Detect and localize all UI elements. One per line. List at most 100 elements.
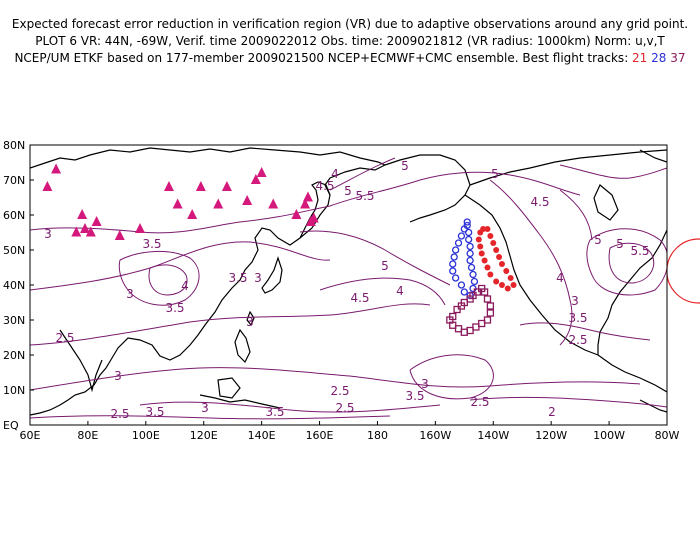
track-28-label: 28 — [651, 51, 667, 65]
track-28-point — [451, 246, 460, 254]
lon-tick-label: 80W — [655, 429, 680, 442]
contour-label: 4.5 — [315, 179, 334, 193]
track-28-point — [463, 218, 471, 226]
contour-label: 5 — [401, 159, 409, 173]
track-28-point — [465, 235, 473, 244]
contour-line — [489, 179, 573, 346]
observing-site-triangle — [291, 209, 302, 219]
lon-tick-label: 160W — [419, 429, 451, 442]
track-21-point — [487, 271, 494, 278]
observing-site-triangle — [242, 195, 253, 205]
track-37-point — [480, 288, 489, 296]
contour-line — [469, 396, 667, 408]
lon-tick-label: 120W — [535, 429, 567, 442]
contours — [30, 157, 667, 420]
observing-site-triangle — [71, 226, 82, 237]
track-28-point — [449, 260, 457, 268]
observing-site-triangle — [213, 198, 224, 209]
contour-label: 3 — [571, 294, 579, 308]
observing-sites — [42, 163, 319, 240]
lat-tick-label: 50N — [3, 244, 25, 257]
track-37-point — [486, 309, 495, 317]
lat-tick-label: 20N — [3, 349, 25, 362]
contour-line — [559, 164, 667, 179]
contour-label: 3.5 — [142, 237, 161, 251]
track-37-point — [460, 328, 468, 336]
contour-label: 4 — [396, 284, 404, 298]
track-21-point — [503, 268, 510, 274]
contour-label: 5 — [491, 167, 499, 181]
track-28-point — [454, 239, 463, 247]
observing-site-triangle — [114, 230, 125, 240]
lon-tick-label: 80E — [77, 429, 98, 442]
track-28-point — [466, 249, 474, 258]
lat-tick-label: 80N — [3, 139, 25, 152]
track-21-point — [475, 236, 482, 243]
contour-label: 3 — [421, 377, 429, 391]
title-line-2: PLOT 6 VR: 44N, -69W, Verif. time 200902… — [35, 34, 665, 48]
axis-ticks — [29, 144, 668, 426]
contour-line — [329, 171, 581, 207]
contour-label: 5.5 — [630, 244, 649, 258]
contour-line — [30, 367, 641, 391]
contour-label: 4 — [556, 271, 564, 285]
lon-tick-label: 160E — [306, 429, 334, 442]
observing-site-triangle — [187, 209, 198, 219]
track-21-point — [498, 282, 505, 288]
track-21-point — [477, 229, 484, 236]
contour-label: 4.5 — [530, 195, 549, 209]
verification-region — [666, 238, 700, 304]
track-21-point — [510, 282, 517, 288]
observing-site-triangle — [300, 198, 311, 209]
contour-label: 2.5 — [470, 395, 489, 409]
observing-site-triangle — [85, 226, 96, 237]
track-37-point — [478, 319, 486, 328]
track-21-point — [484, 264, 491, 271]
track-28-point — [470, 277, 479, 286]
alaska-coast — [384, 154, 471, 223]
title-line-3-text: NCEP/UM ETKF based on 177-member 2009021… — [14, 51, 633, 65]
contour-label: 3.5 — [265, 405, 284, 419]
contour-label: 2.5 — [330, 384, 349, 398]
contour-line — [30, 205, 331, 234]
observing-site-triangle — [42, 181, 53, 191]
track-21-point — [504, 285, 511, 292]
track-21-point — [498, 261, 505, 267]
contour-label: 5 — [344, 184, 352, 198]
observing-site-triangle — [221, 181, 232, 191]
lat-tick-label: 10N — [3, 384, 25, 397]
contour-label: 2.5 — [335, 401, 354, 415]
eurasia-north-coast — [30, 147, 386, 169]
track-28-point — [449, 267, 457, 275]
india-coast — [59, 329, 103, 393]
contour-label: 3 — [254, 271, 262, 285]
track-37-point — [486, 302, 495, 310]
contour-label: 2.5 — [55, 331, 74, 345]
observing-site-triangle — [256, 167, 267, 177]
contour-label: 4 — [181, 279, 189, 293]
lat-tick-label: EQ — [3, 419, 19, 432]
asia-pacific-coast — [30, 164, 386, 416]
contour-line — [30, 415, 391, 420]
track-21-point — [493, 278, 500, 285]
track-37-label: 37 — [670, 51, 686, 65]
track-21-point — [478, 250, 485, 257]
lat-tick-label: 40N — [3, 279, 25, 292]
south-america-coast — [639, 399, 667, 413]
contour-label: 2.5 — [568, 333, 587, 347]
contour-label: 5.5 — [355, 189, 374, 203]
contour-line — [586, 228, 667, 296]
contour-line — [139, 401, 441, 413]
track-28-point — [457, 232, 466, 240]
contour-label: 3.5 — [228, 271, 247, 285]
track-28-point — [450, 253, 458, 261]
observing-site-triangle — [250, 174, 261, 184]
lat-tick-label: 60N — [3, 209, 25, 222]
track-28-point — [466, 242, 474, 251]
contour-label: 3 — [126, 287, 134, 301]
contour-label: 3 — [114, 369, 122, 383]
track-37-point — [454, 325, 463, 333]
flight-tracks — [446, 218, 517, 336]
